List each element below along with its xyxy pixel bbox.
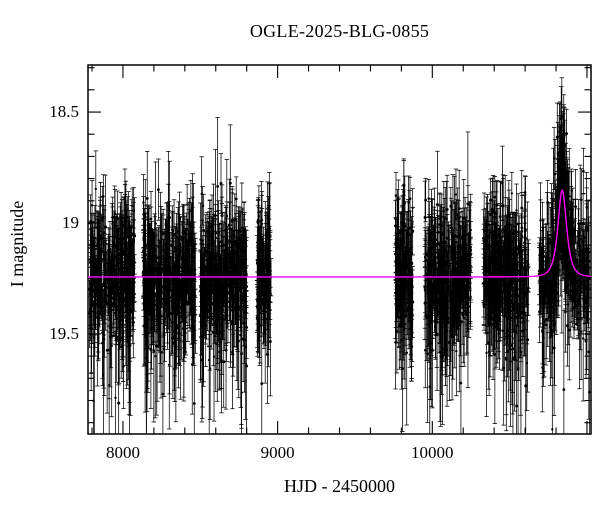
- y-tick-label: 18.5: [49, 102, 79, 122]
- x-tick-label: 10000: [411, 443, 454, 462]
- x-tick-label: 9000: [260, 443, 295, 462]
- x-tick-label: 8000: [105, 443, 140, 462]
- y-tick-label: 19.5: [49, 323, 79, 343]
- plot-title: OGLE-2025-BLG-0855: [249, 21, 430, 41]
- y-axis-label: I magnitude: [7, 200, 27, 288]
- y-tick-label: 19: [62, 212, 79, 232]
- x-axis-label: HJD - 2450000: [284, 476, 395, 496]
